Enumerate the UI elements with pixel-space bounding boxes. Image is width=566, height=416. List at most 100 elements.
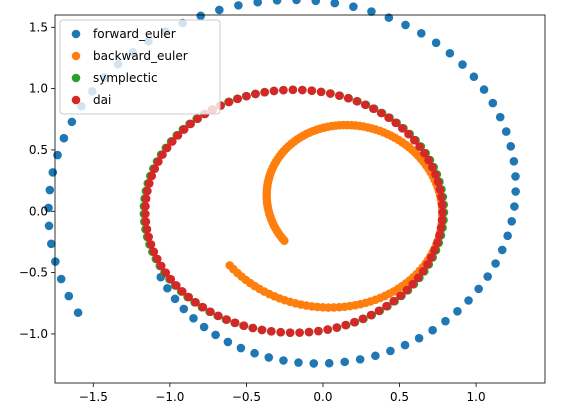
data-point: [389, 296, 398, 306]
data-point: [398, 123, 407, 133]
data-point: [272, 0, 282, 5]
data-point: [285, 328, 295, 337]
data-point: [141, 202, 150, 211]
data-point: [141, 217, 151, 226]
data-point: [141, 209, 150, 219]
plot-area: [44, 0, 520, 368]
data-point: [374, 306, 384, 316]
data-point: [73, 308, 83, 317]
data-point: [304, 327, 314, 337]
data-point: [369, 104, 378, 113]
data-point: [236, 343, 246, 353]
data-point: [343, 93, 353, 103]
data-point: [404, 129, 413, 139]
data-point: [276, 327, 286, 337]
data-point: [222, 315, 231, 324]
data-point: [435, 185, 445, 194]
data-point: [45, 185, 55, 195]
data-point: [386, 346, 395, 356]
data-point: [325, 89, 335, 98]
data-point: [367, 7, 376, 16]
data-point: [314, 326, 323, 336]
data-point: [163, 283, 172, 293]
data-point: [371, 351, 380, 361]
data-point: [479, 85, 489, 94]
data-point: [424, 155, 433, 165]
legend-marker: [71, 73, 81, 83]
data-point: [253, 0, 262, 7]
data-point: [56, 274, 66, 284]
data-point: [474, 284, 483, 294]
data-point: [437, 192, 446, 202]
data-point: [223, 337, 233, 347]
data-point: [469, 72, 479, 82]
data-point: [224, 97, 234, 107]
data-point: [189, 314, 198, 323]
data-point: [179, 125, 189, 134]
data-point: [382, 301, 391, 311]
x-tick-label: −1.0: [155, 390, 184, 404]
data-point: [358, 314, 368, 324]
data-point: [179, 304, 189, 314]
data-point: [366, 310, 376, 320]
data-point: [433, 177, 443, 187]
data-point: [391, 118, 400, 128]
legend-label: forward_euler: [93, 27, 176, 41]
data-point: [248, 323, 258, 333]
y-tick-label: −1.0: [19, 327, 48, 341]
x-tick-label: 0.5: [390, 390, 409, 404]
data-point: [409, 135, 419, 145]
data-point: [154, 157, 163, 166]
data-point: [349, 2, 358, 11]
data-point: [436, 223, 446, 233]
data-point: [242, 91, 251, 101]
data-point: [298, 85, 307, 95]
data-point: [323, 325, 332, 334]
data-point: [295, 328, 304, 337]
data-point: [464, 296, 473, 305]
data-point: [191, 298, 200, 307]
data-point: [206, 307, 215, 317]
data-point: [420, 148, 429, 158]
data-point: [355, 355, 365, 364]
data-point: [341, 320, 350, 330]
data-point: [292, 0, 301, 5]
data-point: [332, 323, 341, 332]
data-point: [279, 356, 288, 365]
data-point: [445, 48, 455, 58]
data-point: [400, 340, 410, 350]
legend-box: [59, 19, 221, 115]
data-point: [509, 157, 519, 166]
data-point: [147, 171, 157, 181]
data-point: [44, 221, 54, 231]
data-point: [260, 87, 270, 97]
data-point: [150, 164, 160, 173]
data-point: [288, 85, 298, 95]
data-point: [67, 117, 77, 127]
x-tick-label: 1.0: [467, 390, 486, 404]
y-tick-label: −0.5: [19, 266, 48, 280]
y-tick-label: 1.5: [29, 20, 48, 34]
data-point: [145, 179, 154, 188]
data-point: [415, 142, 424, 151]
axes-frame: [54, 14, 546, 384]
data-point: [488, 98, 498, 108]
data-point: [501, 127, 511, 136]
data-point: [234, 1, 243, 10]
data-point: [427, 162, 437, 172]
data-point: [158, 150, 167, 159]
data-point: [418, 266, 428, 276]
x-tick-label: −0.5: [232, 390, 261, 404]
y-tick-label: 0.5: [29, 143, 48, 157]
legend-label: backward_euler: [93, 49, 188, 63]
data-point: [497, 245, 507, 255]
data-point: [350, 317, 359, 327]
legend-marker: [71, 51, 81, 61]
legend-marker: [71, 29, 81, 39]
data-point: [198, 302, 208, 312]
data-point: [279, 236, 289, 245]
data-point: [510, 202, 519, 211]
data-point: [294, 358, 303, 367]
data-point: [360, 100, 370, 110]
data-point: [437, 215, 447, 225]
